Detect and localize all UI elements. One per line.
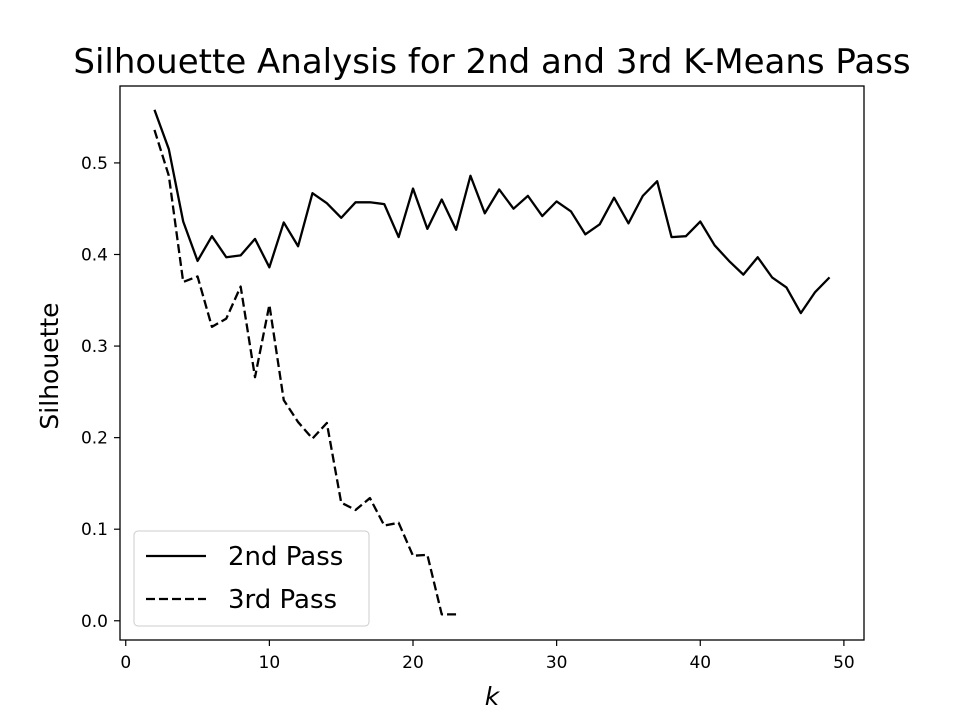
- y-tick-label: 0.4: [81, 245, 108, 265]
- x-tick-label: 30: [546, 653, 568, 673]
- legend: 2nd Pass 3rd Pass: [133, 530, 370, 627]
- x-tick-label: 40: [689, 653, 711, 673]
- x-tick-label: 50: [833, 653, 855, 673]
- y-axis-label: Silhouette: [35, 302, 64, 429]
- series-line-3rd-pass: [153, 129, 457, 616]
- x-tick-label: 10: [259, 653, 281, 673]
- legend-label-2nd-pass: 2nd Pass: [228, 542, 343, 572]
- y-tick-label: 0.3: [81, 337, 108, 357]
- series-layer: [153, 109, 831, 616]
- y-tick-label: 0.0: [81, 612, 108, 632]
- legend-label-3rd-pass: 3rd Pass: [228, 585, 337, 615]
- y-tick-label: 0.2: [81, 429, 108, 449]
- legend-frame: [133, 530, 370, 627]
- chart-title: Silhouette Analysis for 2nd and 3rd K-Me…: [73, 42, 910, 82]
- series-line-2nd-pass: [153, 109, 831, 315]
- x-tick-label: 0: [120, 653, 131, 673]
- y-axis: 0.0 0.1 0.2 0.3 0.4 0.5: [81, 154, 120, 632]
- y-tick-label: 0.5: [81, 154, 108, 174]
- y-tick-label: 0.1: [81, 520, 108, 540]
- x-axis: 0 10 20 30 40 50: [120, 640, 855, 673]
- x-axis-label: k: [485, 682, 501, 711]
- x-tick-label: 20: [402, 653, 424, 673]
